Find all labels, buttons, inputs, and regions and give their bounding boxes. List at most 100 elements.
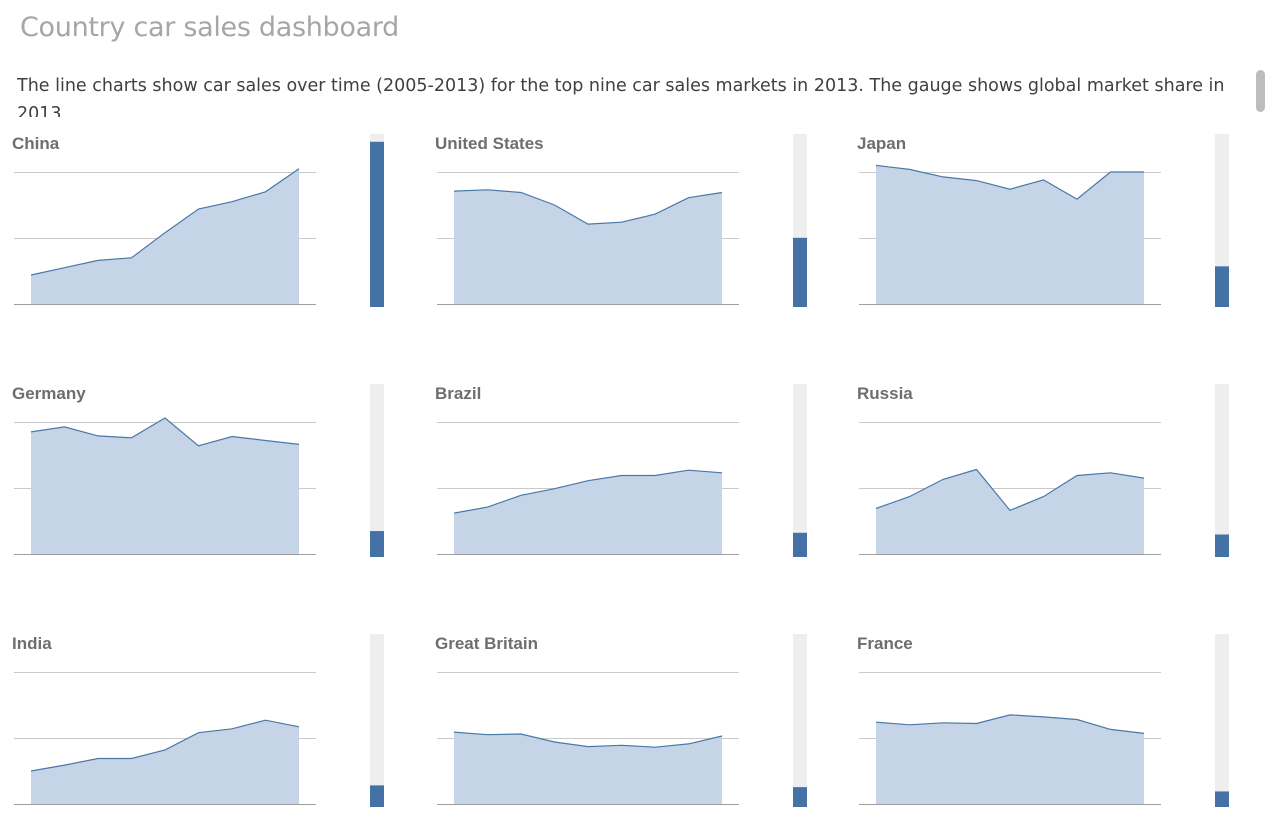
data-point-2007[interactable] bbox=[95, 257, 101, 263]
data-point-2005[interactable] bbox=[28, 768, 34, 774]
data-point-2012[interactable] bbox=[263, 717, 269, 723]
data-point-2009[interactable] bbox=[585, 221, 591, 227]
data-point-2010[interactable] bbox=[1041, 177, 1047, 183]
data-point-2013[interactable] bbox=[296, 724, 302, 730]
data-point-2009[interactable] bbox=[162, 415, 168, 421]
data-point-2010[interactable] bbox=[1041, 494, 1047, 500]
gauge-fill[interactable] bbox=[793, 787, 807, 807]
gauge-fill[interactable] bbox=[1215, 791, 1229, 807]
gauge-fill[interactable] bbox=[1215, 266, 1229, 307]
data-point-2006[interactable] bbox=[485, 187, 491, 193]
data-point-2007[interactable] bbox=[518, 492, 524, 498]
data-point-2013[interactable] bbox=[296, 166, 302, 172]
data-point-2009[interactable] bbox=[1007, 507, 1013, 513]
data-point-2011[interactable] bbox=[652, 472, 658, 478]
data-point-2006[interactable] bbox=[62, 265, 68, 271]
data-point-2006[interactable] bbox=[485, 732, 491, 738]
data-point-2010[interactable] bbox=[619, 219, 625, 225]
data-point-2005[interactable] bbox=[451, 729, 457, 735]
data-point-2006[interactable] bbox=[907, 166, 913, 172]
gauge-fill[interactable] bbox=[793, 532, 807, 557]
data-point-2013[interactable] bbox=[719, 733, 725, 739]
gauge-fill[interactable] bbox=[370, 531, 384, 557]
data-point-2009[interactable] bbox=[162, 230, 168, 236]
data-point-2011[interactable] bbox=[1074, 472, 1080, 478]
data-point-2013[interactable] bbox=[296, 441, 302, 447]
data-point-2011[interactable] bbox=[1074, 196, 1080, 202]
data-point-2010[interactable] bbox=[196, 730, 202, 736]
data-point-2005[interactable] bbox=[873, 505, 879, 511]
data-point-2010[interactable] bbox=[619, 472, 625, 478]
data-point-2010[interactable] bbox=[619, 742, 625, 748]
data-point-2010[interactable] bbox=[196, 206, 202, 212]
data-point-2011[interactable] bbox=[229, 434, 235, 440]
chart-panel-india[interactable]: India bbox=[12, 634, 417, 834]
data-point-2012[interactable] bbox=[1108, 470, 1114, 476]
data-point-2008[interactable] bbox=[974, 178, 980, 184]
data-point-2011[interactable] bbox=[1074, 717, 1080, 723]
data-point-2007[interactable] bbox=[940, 720, 946, 726]
chart-panel-france[interactable]: France bbox=[857, 634, 1262, 834]
data-point-2010[interactable] bbox=[196, 443, 202, 449]
data-point-2005[interactable] bbox=[873, 162, 879, 168]
data-point-2005[interactable] bbox=[873, 719, 879, 725]
chart-panel-united-states[interactable]: United States bbox=[435, 134, 840, 334]
data-point-2005[interactable] bbox=[28, 272, 34, 278]
data-point-2013[interactable] bbox=[719, 470, 725, 476]
data-point-2009[interactable] bbox=[585, 744, 591, 750]
data-point-2007[interactable] bbox=[518, 731, 524, 737]
chart-panel-russia[interactable]: Russia bbox=[857, 384, 1262, 584]
data-point-2007[interactable] bbox=[940, 174, 946, 180]
data-point-2010[interactable] bbox=[1041, 714, 1047, 720]
data-point-2011[interactable] bbox=[229, 199, 235, 205]
data-point-2009[interactable] bbox=[162, 747, 168, 753]
chart-panel-great-britain[interactable]: Great Britain bbox=[435, 634, 840, 834]
data-point-2006[interactable] bbox=[907, 494, 913, 500]
data-point-2008[interactable] bbox=[552, 202, 558, 208]
data-point-2007[interactable] bbox=[95, 433, 101, 439]
data-point-2006[interactable] bbox=[485, 504, 491, 510]
data-point-2012[interactable] bbox=[686, 195, 692, 201]
data-point-2005[interactable] bbox=[451, 188, 457, 194]
data-point-2006[interactable] bbox=[62, 424, 68, 430]
data-point-2012[interactable] bbox=[686, 741, 692, 747]
data-point-2009[interactable] bbox=[1007, 712, 1013, 718]
gauge-fill[interactable] bbox=[370, 785, 384, 807]
data-point-2008[interactable] bbox=[129, 755, 135, 761]
gauge-fill[interactable] bbox=[1215, 534, 1229, 557]
data-point-2013[interactable] bbox=[1141, 475, 1147, 481]
description-scrollbar[interactable] bbox=[1256, 70, 1265, 112]
data-point-2008[interactable] bbox=[129, 435, 135, 441]
data-point-2005[interactable] bbox=[451, 510, 457, 516]
data-point-2007[interactable] bbox=[95, 755, 101, 761]
data-point-2006[interactable] bbox=[62, 762, 68, 768]
data-point-2013[interactable] bbox=[1141, 730, 1147, 736]
data-point-2013[interactable] bbox=[1141, 169, 1147, 175]
data-point-2008[interactable] bbox=[974, 720, 980, 726]
data-point-2008[interactable] bbox=[552, 739, 558, 745]
chart-panel-china[interactable]: China bbox=[12, 134, 417, 334]
data-point-2013[interactable] bbox=[719, 189, 725, 195]
data-point-2008[interactable] bbox=[552, 486, 558, 492]
data-point-2005[interactable] bbox=[28, 429, 34, 435]
data-point-2012[interactable] bbox=[1108, 169, 1114, 175]
data-point-2007[interactable] bbox=[518, 189, 524, 195]
gauge-fill[interactable] bbox=[370, 141, 384, 307]
data-point-2012[interactable] bbox=[1108, 726, 1114, 732]
data-point-2011[interactable] bbox=[229, 726, 235, 732]
data-point-2012[interactable] bbox=[263, 437, 269, 443]
data-point-2007[interactable] bbox=[940, 476, 946, 482]
data-point-2008[interactable] bbox=[974, 467, 980, 473]
data-point-2011[interactable] bbox=[652, 744, 658, 750]
description-box[interactable]: The line charts show car sales over time… bbox=[17, 72, 1237, 117]
data-point-2011[interactable] bbox=[652, 211, 658, 217]
data-point-2009[interactable] bbox=[585, 478, 591, 484]
data-point-2008[interactable] bbox=[129, 255, 135, 261]
data-point-2012[interactable] bbox=[686, 467, 692, 473]
data-point-2009[interactable] bbox=[1007, 186, 1013, 192]
chart-panel-germany[interactable]: Germany bbox=[12, 384, 417, 584]
data-point-2006[interactable] bbox=[907, 722, 913, 728]
chart-panel-japan[interactable]: Japan bbox=[857, 134, 1262, 334]
data-point-2012[interactable] bbox=[263, 189, 269, 195]
chart-panel-brazil[interactable]: Brazil bbox=[435, 384, 840, 584]
